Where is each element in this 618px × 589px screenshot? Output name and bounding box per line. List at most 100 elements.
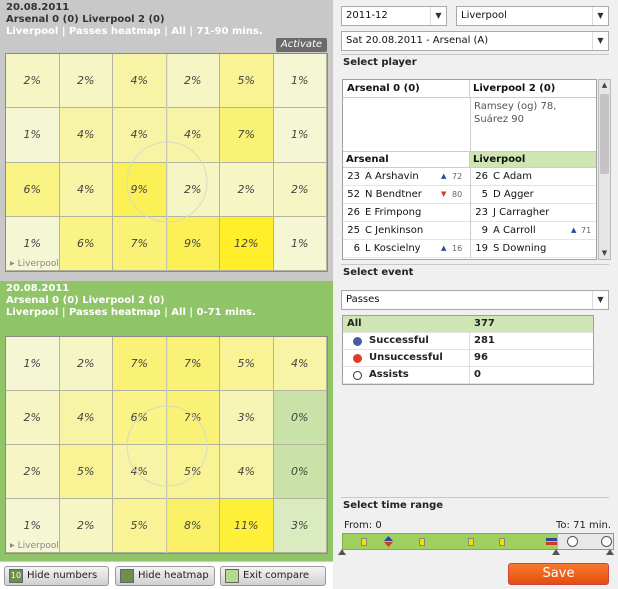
- end-handle[interactable]: [567, 536, 578, 547]
- event-row[interactable]: Successful 281: [343, 333, 593, 350]
- heatmap-toolbar: 10 Hide numbers Hide heatmap Exit compar…: [0, 561, 333, 589]
- away-player-name: C Adam: [493, 171, 533, 182]
- event-dot-icon: [353, 337, 362, 346]
- event-table: All 377 Successful 281 Unsuccessful 96 Assis…: [342, 315, 594, 385]
- heatmap-cell: 0%: [273, 391, 327, 445]
- home-player-name: A Arshavin: [365, 171, 419, 182]
- heatmap-cell: 9%: [166, 216, 220, 271]
- event-row[interactable]: Assists 0: [343, 367, 593, 384]
- away-scorers: Ramsey (og) 78, Suárez 90: [474, 101, 557, 125]
- lineup-row[interactable]: 52 N Bendtner ▼ 80 5 D Agger: [343, 186, 596, 204]
- season-select[interactable]: 2011-12 ▼: [341, 6, 447, 26]
- away-score-header-cell: Liverpool 2 (0): [470, 80, 596, 98]
- heatmap-cell: 11%: [220, 499, 274, 553]
- event-label: Assists: [369, 369, 409, 380]
- exit-compare-button[interactable]: Exit compare: [220, 566, 326, 586]
- heatmap-panel-bottom[interactable]: 20.08.2011 Arsenal 0 (0) Liverpool 2 (0)…: [0, 281, 333, 561]
- select-event-label: Select event: [343, 267, 414, 278]
- away-player-number: 26: [475, 171, 488, 182]
- away-player-number: 23: [475, 207, 488, 218]
- heatmap-cell: 1%: [273, 216, 327, 271]
- match-select[interactable]: Sat 20.08.2011 - Arsenal (A) ▼: [341, 31, 609, 51]
- time-from-label: From: 0: [344, 520, 382, 531]
- select-player-label: Select player: [343, 57, 417, 68]
- home-player-number: 52: [347, 189, 360, 200]
- sub-marker-icon: [546, 536, 557, 547]
- heatmap-cell: 2%: [166, 162, 220, 217]
- hide-numbers-label: Hide numbers: [27, 570, 98, 581]
- home-team-header: Arsenal: [346, 154, 389, 165]
- sub-in-icon: ▲: [441, 244, 447, 252]
- heatmap-cell: 2%: [166, 54, 220, 109]
- hide-heatmap-button[interactable]: Hide heatmap: [115, 566, 215, 586]
- event-all-label: All: [347, 318, 362, 329]
- end-handle-right[interactable]: [601, 536, 612, 547]
- divider: [469, 316, 470, 333]
- divider: [470, 204, 471, 222]
- heatmap-cell: 4%: [59, 108, 113, 163]
- divider: [470, 98, 471, 151]
- heatmap-cell: 1%: [6, 108, 60, 163]
- heatmap-cell: 5%: [59, 445, 113, 499]
- divider: [341, 497, 609, 498]
- heatmap-cell: 2%: [220, 162, 274, 217]
- event-value: Passes: [346, 294, 380, 305]
- divider: [341, 54, 609, 55]
- home-player-number: 6: [353, 243, 360, 254]
- divider: [470, 240, 471, 258]
- heatmap-cell: 5%: [113, 499, 167, 553]
- heatmap-cell: 2%: [6, 54, 60, 109]
- heatmap-cell: 4%: [113, 54, 167, 109]
- heatmap-panel-top[interactable]: 20.08.2011 Arsenal 0 (0) Liverpool 2 (0)…: [0, 0, 333, 281]
- sub-in-icon: ▲: [441, 172, 447, 180]
- heatmap-cell: 3%: [273, 499, 327, 553]
- event-label: Unsuccessful: [369, 352, 443, 363]
- save-button[interactable]: Save: [508, 563, 609, 585]
- match-score: Arsenal 0 (0) Liverpool 2 (0): [6, 14, 165, 25]
- home-sub-minute: 16: [452, 244, 463, 253]
- team-select[interactable]: Liverpool ▼: [456, 6, 609, 26]
- away-player-number: 19: [475, 243, 488, 254]
- divider: [469, 350, 470, 367]
- heatmap-cell: 1%: [273, 108, 327, 163]
- lineup-scrollbar[interactable]: ▲ ▼: [598, 79, 611, 260]
- event-marker: [419, 538, 425, 546]
- sub-in-icon: ▲: [571, 226, 577, 234]
- event-row[interactable]: Unsuccessful 96: [343, 350, 593, 367]
- lineup-row[interactable]: 26 E Frimpong 23 J Carragher: [343, 204, 596, 222]
- home-score-header-cell: Arsenal 0 (0): [343, 80, 470, 98]
- sub-out-icon: ▼: [441, 190, 447, 198]
- heatmap-cell: 7%: [113, 216, 167, 271]
- away-player-name: S Downing: [493, 243, 547, 254]
- event-row-all[interactable]: All 377: [343, 316, 593, 333]
- time-range-selected: [343, 534, 558, 549]
- heatmap-cell: 2%: [59, 499, 113, 553]
- lineup-row[interactable]: 23 A Arshavin ▲ 72 26 C Adam: [343, 168, 596, 186]
- event-dot-icon: [353, 371, 362, 380]
- heatmap-cell: 2%: [6, 391, 60, 445]
- lineup-row[interactable]: 6 L Koscielny ▲ 16 19 S Downing: [343, 240, 596, 258]
- sub-marker-icon: [384, 536, 393, 547]
- time-to-label: To: 71 min.: [556, 520, 612, 531]
- lineup-table[interactable]: Arsenal 0 (0) Liverpool 2 (0) Ramsey (og…: [342, 79, 597, 260]
- lineup-row[interactable]: 25 C Jenkinson 9 A Carroll ▲ 71: [343, 222, 596, 240]
- heatmap-cell: 6%: [59, 216, 113, 271]
- numbers-icon: 10: [9, 569, 23, 583]
- activate-button[interactable]: Activate: [276, 38, 327, 52]
- chevron-down-icon: ▼: [592, 291, 608, 309]
- event-value: 281: [474, 335, 495, 346]
- hide-numbers-button[interactable]: 10 Hide numbers: [4, 566, 109, 586]
- scroll-thumb[interactable]: [600, 94, 609, 174]
- heatmap-cell: 8%: [166, 499, 220, 553]
- home-score-header: Arsenal 0 (0): [347, 83, 420, 94]
- event-rows: Successful 281 Unsuccessful 96 Assists 0: [343, 333, 593, 384]
- heatmap-subtitle: Liverpool | Passes heatmap | All | 71-90…: [6, 26, 263, 37]
- heatmap-cell: 7%: [166, 391, 220, 445]
- event-select[interactable]: Passes ▼: [341, 290, 609, 310]
- scroll-down-icon[interactable]: ▼: [601, 249, 608, 257]
- scroll-up-icon[interactable]: ▲: [601, 81, 608, 89]
- compare-icon: [225, 569, 239, 583]
- home-team-header-cell: Arsenal: [343, 151, 470, 168]
- time-range-slider[interactable]: [342, 533, 614, 550]
- home-player-number: 25: [347, 225, 360, 236]
